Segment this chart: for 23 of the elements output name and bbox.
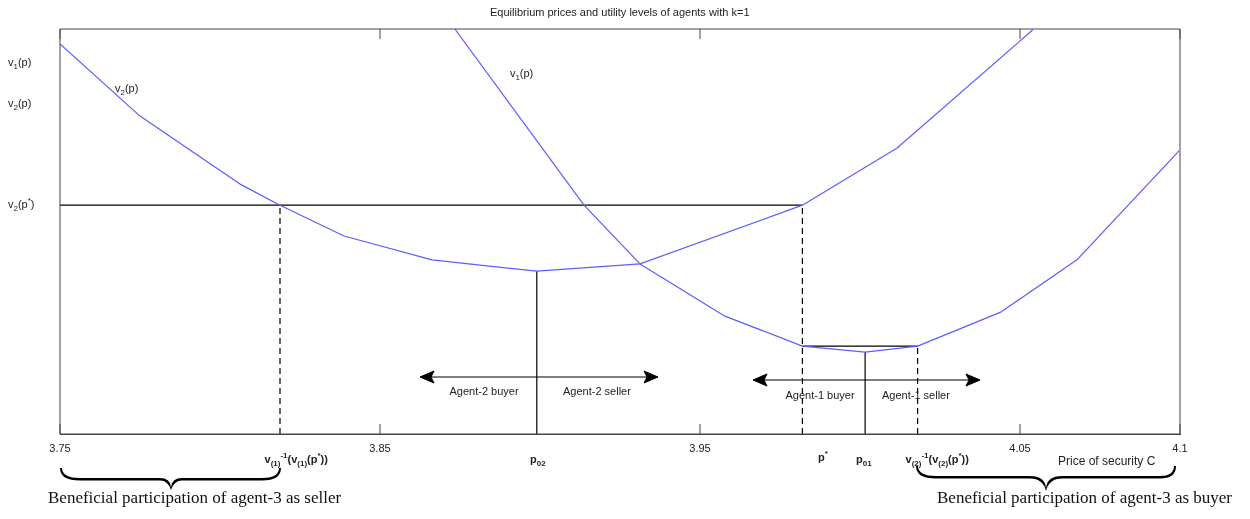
text: p$^{*}$: [818, 449, 828, 463]
text: v$_{2}$(p): [8, 97, 32, 113]
x-tick-label: 3.85: [369, 441, 391, 454]
x-tick-label: 3.95: [689, 441, 711, 454]
series-label: v$_{2}$(p): [115, 81, 139, 98]
chart-title: Equilibrium prices and utility levels of agents with k=1: [490, 6, 750, 19]
x-tick-label: 4.1: [1172, 441, 1188, 454]
text: p$_{02}$: [530, 453, 546, 469]
text: v$_{(1)}$$^{-1}$(v$_{(1)}$(p$^{*}$)): [264, 451, 328, 469]
x-axis-title: Price of security C: [1058, 454, 1156, 469]
annotation: Agent-1 buyer: [785, 389, 855, 402]
text: v$_{(2)}$$^{-1}$(v$_{(2)}$(p$^{*}$)): [905, 451, 969, 469]
annotation: Agent-1 seller: [882, 389, 950, 402]
x-tick-label: 3.75: [49, 441, 71, 454]
x-tick-label: 4.05: [1009, 441, 1031, 454]
series-label: v$_{1}$(p): [509, 67, 534, 83]
annotation: Agent-2 seller: [563, 385, 631, 398]
text: Beneficial participation of agent-3 as buyer: [937, 488, 1233, 508]
text: p$_{01}$: [856, 453, 872, 469]
annotation: Agent-2 buyer: [449, 385, 519, 398]
text: v$_{1}$(p): [8, 56, 32, 72]
text: Beneficial participation of agent-3 as seller: [48, 488, 342, 508]
text: v$_{2}$(p$^{*}$): [8, 196, 35, 214]
